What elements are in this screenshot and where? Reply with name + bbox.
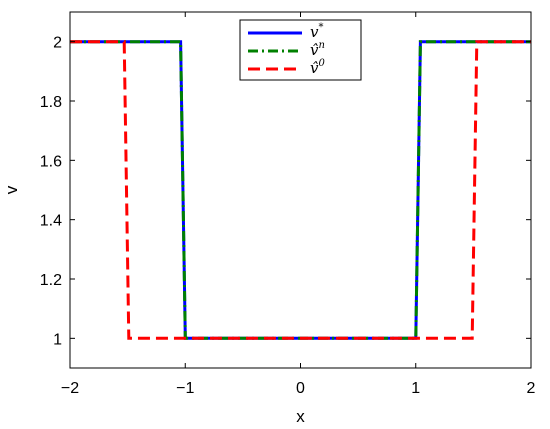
y-tick-label: 2 [53,35,62,52]
x-tick-label: 1 [411,380,420,397]
x-tick-label: 2 [527,380,536,397]
series-line-2 [70,40,531,340]
y-tick-label: 1 [53,331,62,348]
x-tick-label: −2 [61,380,79,397]
series-line-3 [70,40,531,340]
ticks [69,12,532,368]
series-line-1 [70,40,531,340]
y-tick-label: 1.4 [40,213,62,230]
plot-lines [70,40,531,340]
x-tick-label: −1 [176,380,194,397]
legend-box [239,19,362,81]
y-tick-label: 1.8 [40,94,62,111]
legend: v*v̂nv̂0 [239,19,362,81]
tick-labels: −2 −1 0 1 2 1 1.2 1.4 1.6 1.8 2 [40,35,536,397]
x-axis-label: x [296,407,305,426]
x-tick-label: 0 [296,380,305,397]
y-axis-label: v [2,185,21,194]
y-tick-label: 1.6 [40,153,62,170]
y-tick-label: 1.2 [40,272,62,289]
